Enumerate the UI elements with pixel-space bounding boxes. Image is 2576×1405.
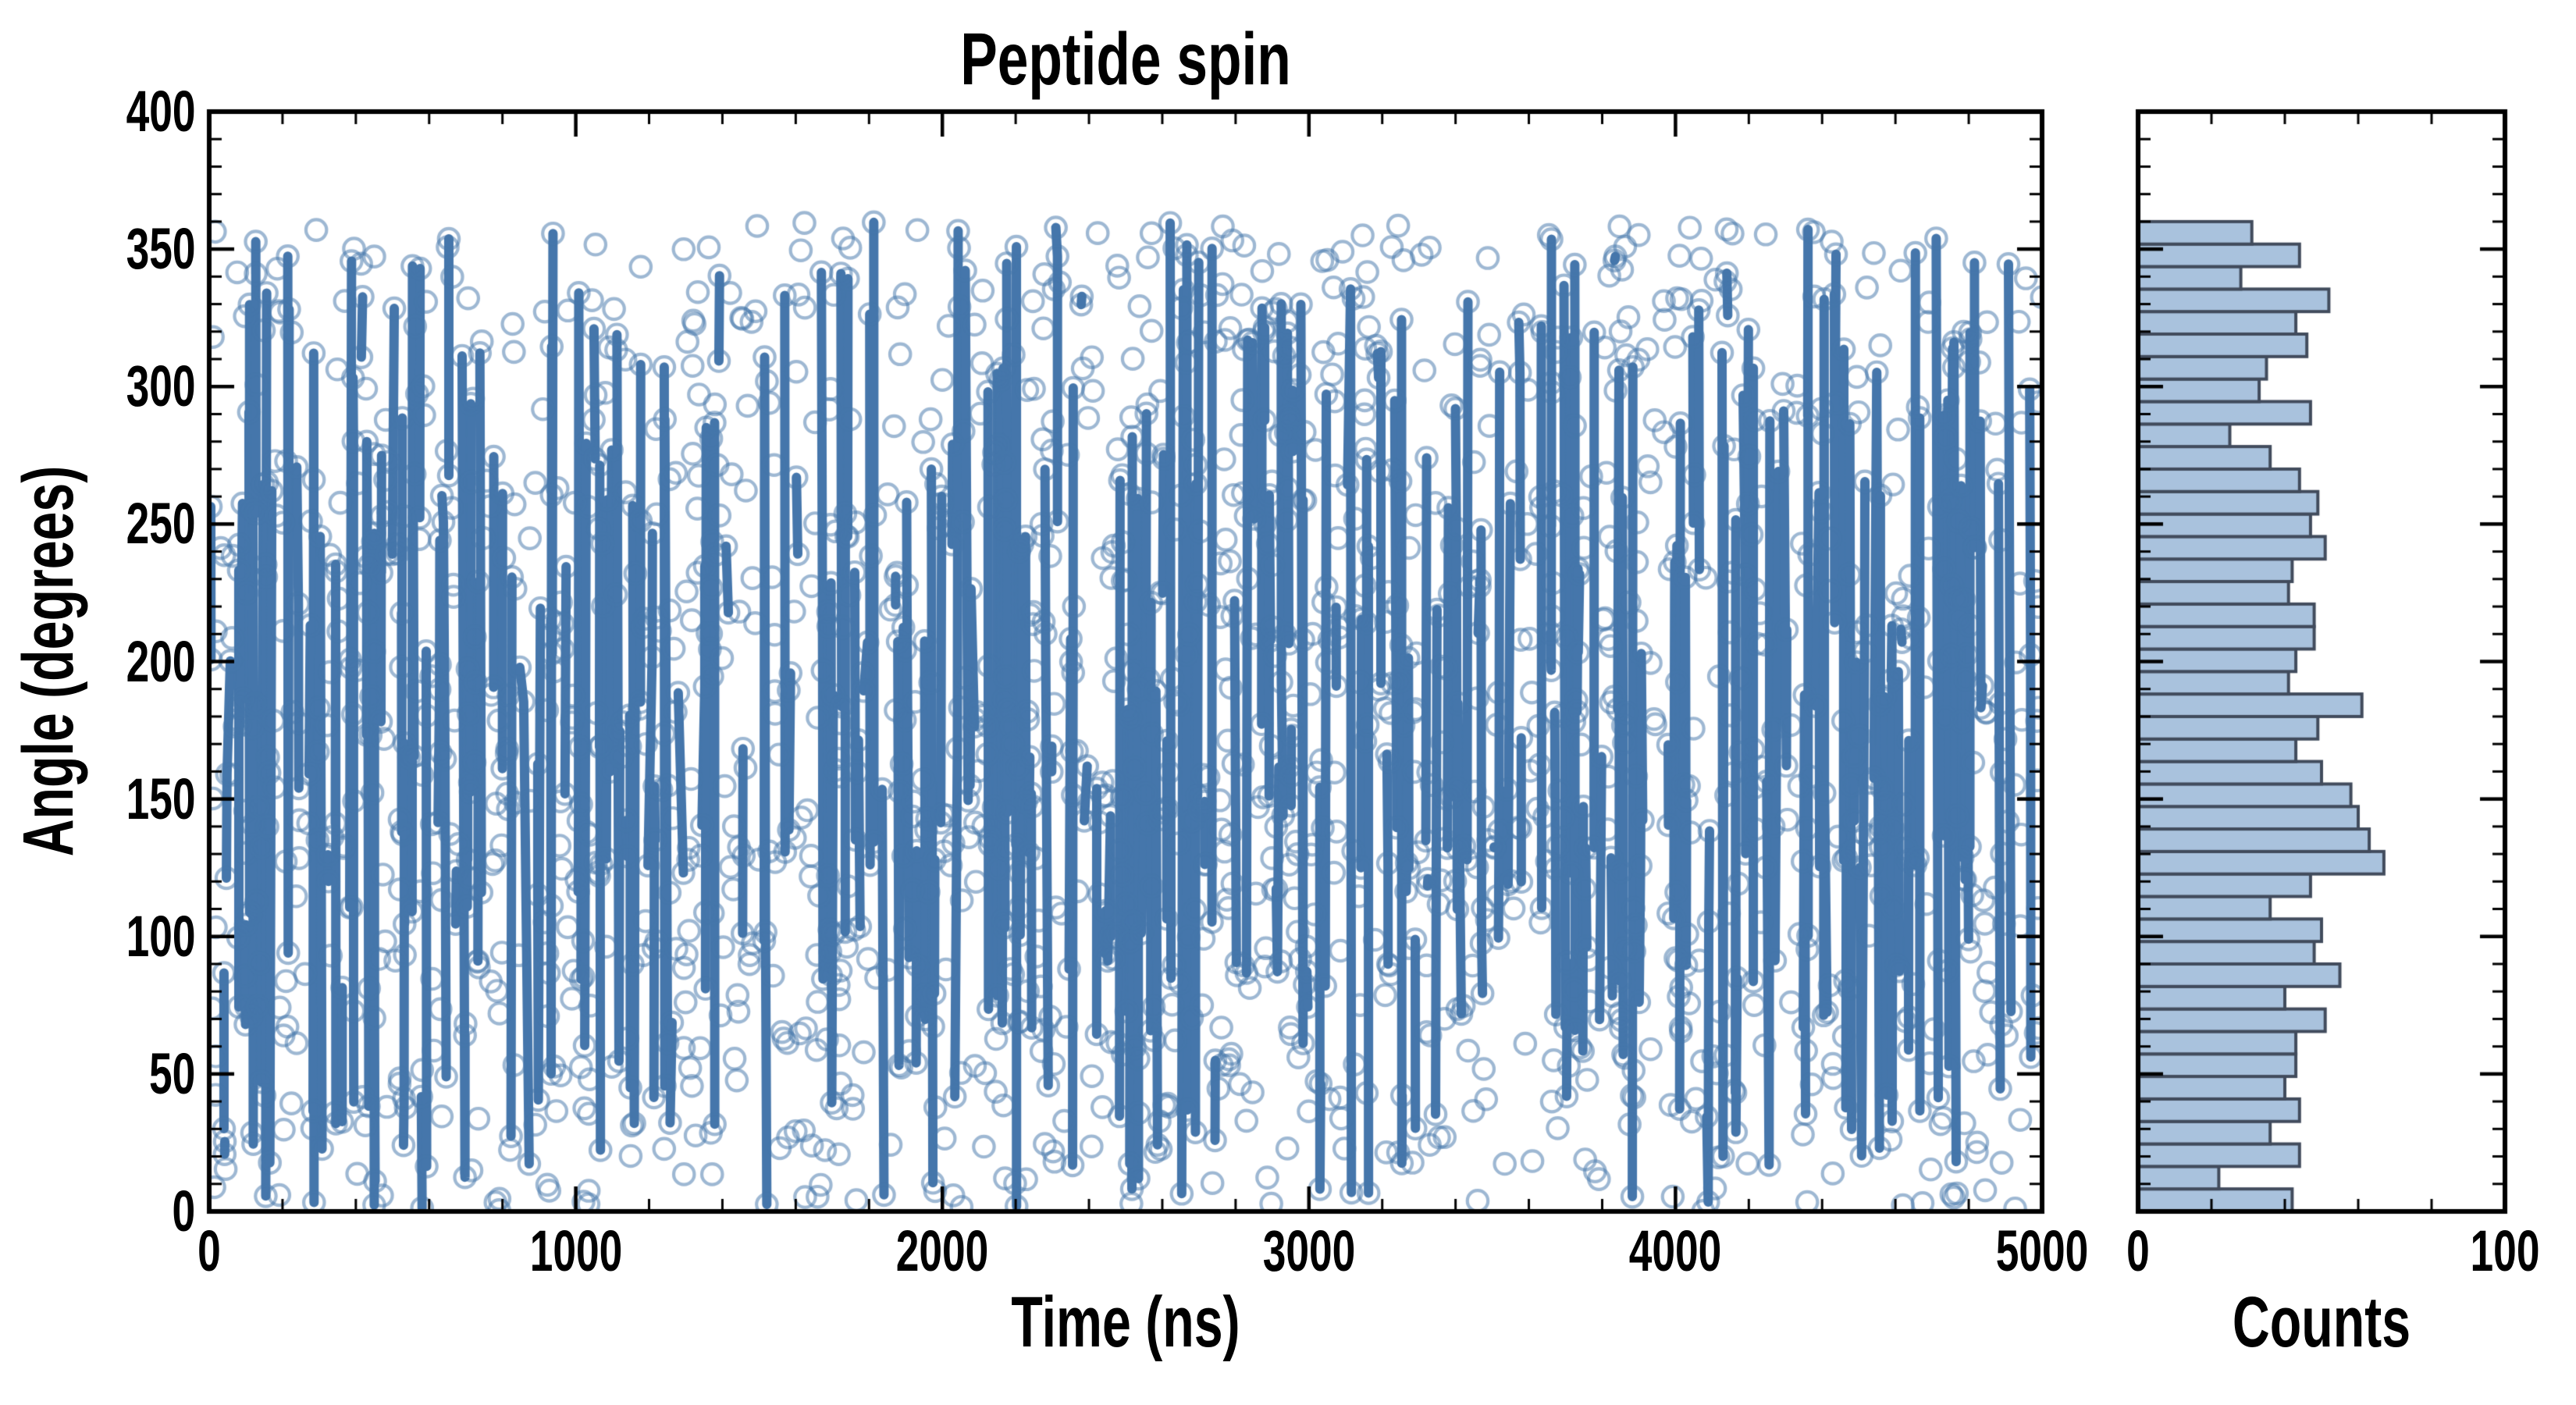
angle-axis-label: Angle (degrees) bbox=[9, 465, 88, 857]
time-tick-label: 1000 bbox=[529, 1218, 622, 1283]
time-tick-label: 2000 bbox=[895, 1218, 989, 1283]
time-axis-label: Time (ns) bbox=[1011, 1282, 1240, 1362]
angle-tick-label: 200 bbox=[126, 628, 195, 694]
angle-tick-label: 350 bbox=[126, 216, 195, 282]
angle-tick-label: 150 bbox=[126, 766, 195, 831]
counts-tick-label: 100 bbox=[2470, 1218, 2540, 1283]
angle-tick-label: 50 bbox=[148, 1040, 195, 1106]
angle-tick-label: 300 bbox=[126, 354, 195, 419]
angle-tick-label: 400 bbox=[126, 79, 195, 144]
counts-tick-label: 0 bbox=[2126, 1218, 2150, 1283]
time-tick-label: 3000 bbox=[1262, 1218, 1356, 1283]
angle-tick-label: 250 bbox=[126, 491, 195, 557]
plot-title: Peptide spin bbox=[960, 18, 1291, 101]
time-tick-label: 5000 bbox=[1995, 1218, 2089, 1283]
angle-tick-label: 100 bbox=[126, 903, 195, 969]
time-tick-label: 4000 bbox=[1629, 1218, 1722, 1283]
angle-tick-label: 0 bbox=[172, 1179, 195, 1243]
counts-axis-label: Counts bbox=[2232, 1282, 2411, 1362]
time-tick-label: 0 bbox=[197, 1218, 221, 1283]
